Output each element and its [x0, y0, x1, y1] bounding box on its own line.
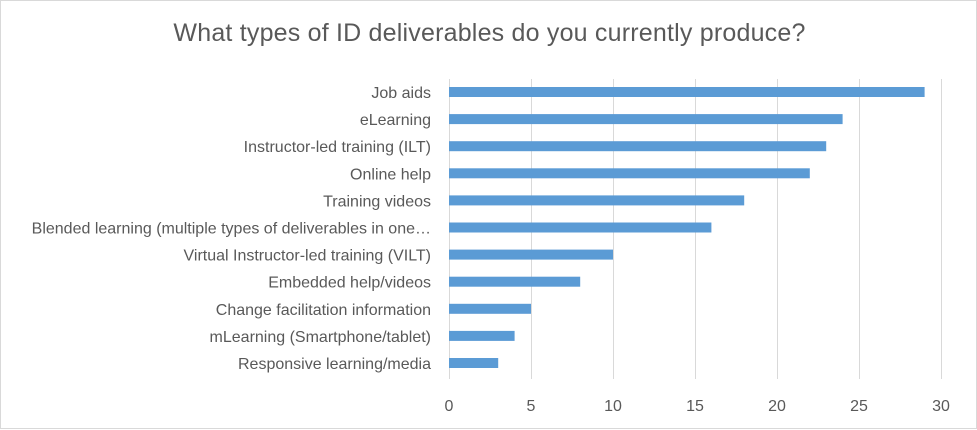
category-labels: Job aids eLearning Instructor-led training… — [32, 85, 431, 373]
bar — [449, 358, 499, 368]
bar — [449, 276, 581, 287]
category-label: Embedded help/videos — [268, 275, 431, 292]
x-tick-label: 20 — [768, 398, 786, 415]
category-label: Virtual Instructor-led training (VILT) — [184, 248, 432, 265]
x-tick-label: 15 — [686, 398, 704, 415]
bars — [449, 87, 925, 368]
bar — [449, 249, 613, 260]
category-label: eLearning — [360, 112, 431, 129]
bar — [449, 303, 531, 314]
bar — [449, 141, 827, 152]
bar — [449, 168, 810, 179]
x-tick-label: 30 — [932, 398, 950, 415]
bar — [449, 222, 712, 233]
x-tick-label: 5 — [527, 398, 536, 415]
bar — [449, 87, 925, 97]
bar — [449, 114, 843, 125]
x-tick-label: 10 — [604, 398, 622, 415]
category-label: Blended learning (multiple types of deli… — [32, 221, 431, 238]
category-label: Online help — [350, 166, 431, 183]
category-label: Instructor-led training (ILT) — [244, 139, 431, 156]
category-label: mLearning (Smartphone/tablet) — [210, 329, 431, 346]
x-tick-labels: 0 5 10 15 20 25 30 — [445, 398, 950, 415]
chart-title: What types of ID deliverables do you cur… — [173, 19, 806, 47]
x-tick-label: 25 — [850, 398, 868, 415]
x-tick-label: 0 — [445, 398, 454, 415]
category-label: Responsive learning/media — [238, 356, 431, 373]
bar — [449, 330, 515, 341]
bar — [449, 195, 745, 206]
category-label: Job aids — [371, 85, 431, 102]
category-label: Change facilitation information — [216, 302, 431, 319]
category-label: Training videos — [323, 193, 431, 210]
